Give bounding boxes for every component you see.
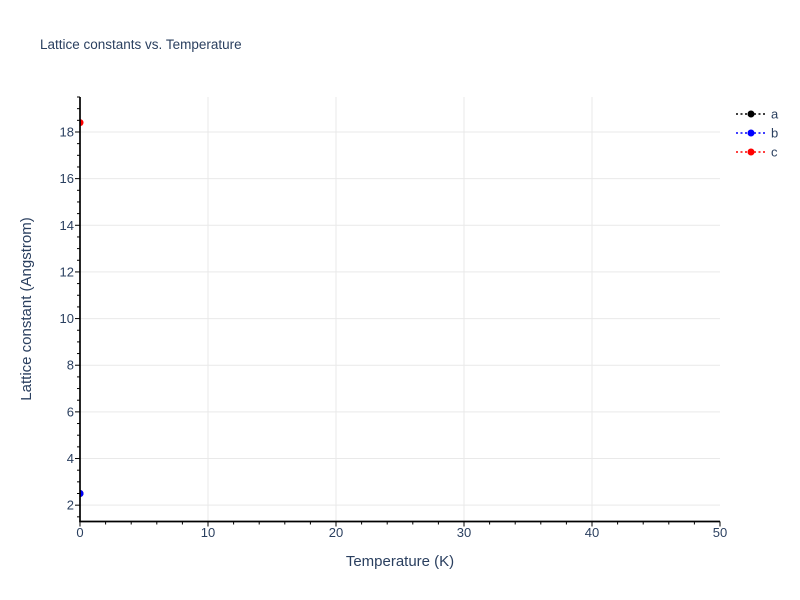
y-tick-label: 4 [67,451,74,466]
y-tick-label: 6 [67,404,74,419]
grid-layer [80,97,720,522]
data-point-c [80,119,84,127]
y-tick-label: 18 [60,124,74,139]
x-tick-label: 40 [585,525,599,540]
x-tick-label: 30 [457,525,471,540]
y-axis-title: Lattice constant (Angstrom) [18,217,35,400]
legend-label-a: a [771,107,779,122]
legend: abc [736,107,779,160]
x-axis-title: Temperature (K) [346,553,454,570]
y-tick-label: 2 [67,498,74,513]
legend-marker-dot-b [747,129,755,137]
chart-title: Lattice constants vs. Temperature [40,37,242,52]
legend-item-a[interactable]: a [736,107,779,122]
legend-marker-dot-a [747,110,755,118]
y-tick-label: 12 [60,264,74,279]
x-tick-label: 20 [329,525,343,540]
axes-layer [79,97,720,523]
data-point-b [80,490,84,498]
legend-label-c: c [771,145,778,160]
legend-item-b[interactable]: b [736,126,778,141]
legend-item-c[interactable]: c [736,145,778,160]
y-tick-label: 16 [60,171,74,186]
legend-marker-dot-c [747,148,755,156]
x-tick-label: 0 [76,525,83,540]
y-tick-label: 8 [67,358,74,373]
data-points-layer [80,119,84,498]
y-tick-label: 14 [60,218,74,233]
y-tick-label: 10 [60,311,74,326]
ticks-layer [75,96,721,527]
x-tick-label: 10 [201,525,215,540]
tick-labels-layer: 2 4 6 8 10 12 14 16 18 0 10 20 30 40 50 [60,124,728,540]
x-tick-label: 50 [713,525,727,540]
legend-label-b: b [771,126,778,141]
